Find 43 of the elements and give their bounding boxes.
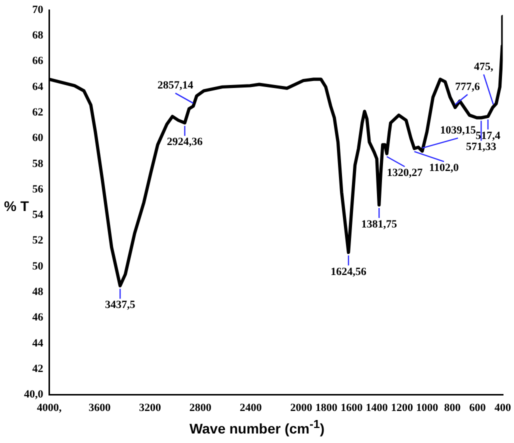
x-tick-label: 800 [444, 402, 462, 414]
x-tick-label: 1200 [390, 402, 414, 414]
x-tick-label: 400 [494, 402, 512, 414]
y-axis-title: % T [4, 198, 29, 214]
x-tick-label: 2400 [240, 402, 262, 414]
annotation: 1320,27 [386, 167, 424, 179]
y-tick-label: 42 [32, 362, 44, 375]
x-tick-label: 1800 [315, 402, 338, 414]
x-tick-label: 1000 [416, 402, 439, 414]
x-tick-label: 4000, [36, 402, 62, 414]
y-tick-label: 54 [32, 209, 44, 222]
y-tick-label: 40,0 [24, 388, 44, 401]
x-tick-label: 1600 [340, 402, 364, 414]
y-tick-label: 50 [32, 260, 44, 272]
y-tick-label: 46 [32, 312, 44, 324]
annotation: 777,6 [455, 80, 480, 93]
y-tick-label: 52 [32, 234, 44, 247]
annotation: 475, [474, 60, 494, 73]
x-tick-label: 3600 [88, 402, 112, 414]
y-tick-label: 56 [32, 183, 44, 196]
y-tick-label: 68 [32, 29, 44, 42]
annotation: 2924,36 [166, 136, 204, 148]
x-tick-label: 3200 [139, 402, 162, 414]
y-tick-label: 44 [32, 337, 44, 350]
y-tick-label: 58 [32, 158, 44, 170]
y-tick-label: 60 [32, 132, 44, 144]
x-tick-label: 2000 [290, 402, 313, 414]
annotation: 1102,0 [429, 162, 460, 174]
x-tick-label: 1400 [366, 402, 388, 414]
annotation: 571,33 [466, 141, 497, 154]
x-tick-label: 2800 [189, 402, 212, 414]
annotation: 1624,56 [330, 266, 367, 278]
x-tick-label: 600 [469, 402, 486, 414]
y-tick-label: 62 [32, 106, 44, 118]
x-axis-title: Wave number (cm$^{-1}$) [188, 418, 326, 437]
y-tick-label: 48 [32, 286, 44, 298]
annotation: 1381,75 [361, 218, 398, 230]
y-tick-label: 70 [32, 4, 44, 16]
annotation: 2857,14 [157, 80, 194, 92]
annotation: 3437,5 [104, 299, 136, 312]
annotation: 1039,15 [440, 124, 476, 136]
y-tick-label: 64 [32, 80, 44, 93]
y-tick-label: 66 [32, 55, 44, 68]
